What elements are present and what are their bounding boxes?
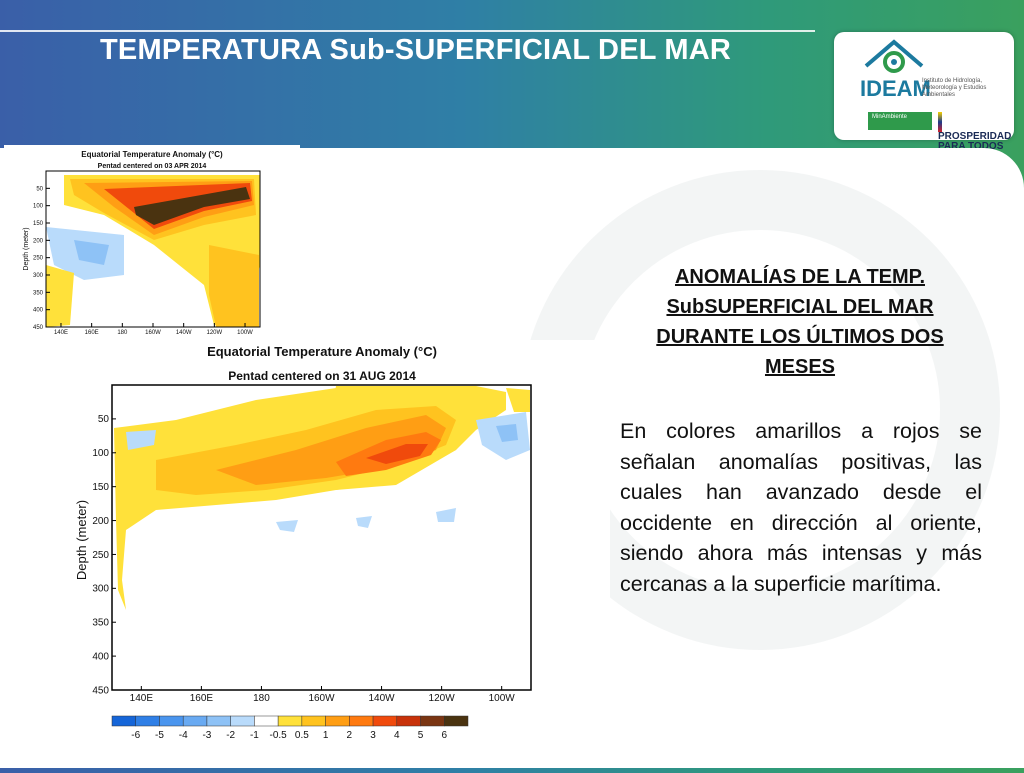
ministry-badge: MinAmbiente (868, 112, 932, 130)
colorbar-label: -1 (250, 730, 259, 741)
chart-april-svg: Equatorial Temperature Anomaly (°C) Pent… (23, 150, 261, 336)
anomaly-field (114, 386, 530, 610)
y-tick-label: 300 (33, 273, 44, 279)
y-tick-label: 450 (33, 325, 44, 331)
ideam-emblem-icon (864, 39, 924, 73)
y-tick-label: 350 (33, 290, 44, 296)
colorbar: -6 -5 -4 -3 -2 -1 -0.5 0.5 1 2 3 4 5 6 (111, 715, 469, 741)
colorbar-swatch (159, 715, 184, 727)
anomaly-field (46, 175, 260, 327)
y-tick-label: 100 (33, 204, 44, 210)
colorbar-swatch (396, 715, 421, 727)
y-tick-label: 50 (98, 414, 110, 425)
colorbar-label: 1 (323, 730, 329, 741)
slogan-line2: PARA TODOS (938, 141, 1004, 152)
y-axis-label: Depth (meter) (23, 227, 30, 270)
colorbar-label: 3 (370, 730, 376, 741)
side-body-text: En colores amarillos a rojos se señalan … (620, 419, 982, 596)
y-tick-label: 350 (92, 618, 109, 629)
y-axis-label: Depth (meter) (74, 500, 89, 580)
colorbar-label: 5 (418, 730, 424, 741)
x-tick-label: 120W (207, 330, 223, 336)
y-ticks: 50 100 150 200 250 300 350 400 450 (92, 414, 116, 696)
x-ticks: 140E 160E 180 160W 140W 120W 100W (130, 686, 516, 704)
colorbar-swatch (230, 715, 255, 727)
y-tick-label: 400 (92, 651, 109, 662)
colorbar-swatch (325, 715, 350, 727)
chart-title: Equatorial Temperature Anomaly (°C) (207, 344, 437, 359)
colorbar-label: -6 (131, 730, 140, 741)
colorbar-swatch (301, 715, 326, 727)
x-tick-label: 120W (429, 693, 456, 704)
colorbar-label: -5 (155, 730, 164, 741)
x-ticks: 140E 160E 180 160W 140W 120W 100W (54, 323, 253, 336)
x-tick-label: 100W (237, 330, 253, 336)
y-tick-label: 150 (92, 482, 109, 493)
flag-bar-icon (938, 112, 942, 132)
y-tick-label: 200 (92, 516, 109, 527)
colorbar-label: 0.5 (295, 730, 309, 741)
colorbar-swatch (444, 715, 469, 727)
colorbar-swatch (254, 715, 279, 727)
y-tick-label: 200 (33, 238, 44, 244)
x-tick-label: 140W (176, 330, 192, 336)
chart-august-svg: Equatorial Temperature Anomaly (°C) Pent… (74, 344, 532, 741)
x-tick-label: 160E (85, 330, 99, 336)
x-tick-label: 140W (368, 693, 395, 704)
colorbar-swatch (372, 715, 398, 727)
x-tick-label: 100W (489, 693, 516, 704)
y-tick-label: 150 (33, 221, 44, 227)
y-tick-label: 250 (92, 550, 109, 561)
colorbar-label: -3 (202, 730, 211, 741)
colorbar-swatch (420, 715, 445, 727)
slide-title: TEMPERATURA Sub-SUPERFICIAL DEL MAR (100, 34, 732, 66)
colorbar-swatch (135, 715, 160, 727)
colorbar-swatch (277, 715, 303, 727)
chart-august: Equatorial Temperature Anomaly (°C) Pent… (36, 340, 610, 768)
chart-title: Equatorial Temperature Anomaly (°C) (81, 150, 223, 159)
colorbar-label: 4 (394, 730, 400, 741)
colorbar-label: -2 (226, 730, 235, 741)
side-heading: ANOMALÍAS DE LA TEMP. SubSUPERFICIAL DEL… (656, 266, 944, 378)
y-tick-label: 50 (36, 186, 43, 192)
x-tick-label: 160W (308, 693, 335, 704)
y-tick-label: 250 (33, 256, 44, 262)
y-tick-label: 400 (33, 308, 44, 314)
logo-description: Instituto de Hidrología, Meteorología y … (922, 78, 987, 98)
chart-april: Equatorial Temperature Anomaly (°C) Pent… (4, 145, 300, 367)
slogan-line1: PROSPERIDAD (938, 131, 1012, 142)
y-ticks: 50 100 150 200 250 300 350 400 450 (33, 186, 50, 331)
x-tick-label: 160W (145, 330, 161, 336)
logo-box: IDEAM Instituto de Hidrología, Meteorolo… (834, 32, 1014, 152)
chart-subtitle: Pentad centered on 31 AUG 2014 (228, 369, 416, 383)
x-tick-label: 180 (117, 330, 128, 336)
logo-wordmark: IDEAM (860, 76, 931, 101)
colorbar-swatch (206, 715, 231, 727)
y-tick-label: 450 (92, 685, 109, 696)
x-tick-label: 180 (253, 693, 270, 704)
chart-subtitle: Pentad centered on 03 APR 2014 (98, 163, 207, 170)
x-tick-label: 160E (190, 693, 214, 704)
slogan-logo: PROSPERIDAD PARA TODOS (938, 112, 1014, 152)
colorbar-swatch (182, 715, 208, 727)
y-tick-label: 100 (92, 448, 109, 459)
colorbar-label: 2 (347, 730, 353, 741)
colorbar-swatch (111, 715, 136, 727)
x-tick-label: 140E (54, 330, 68, 336)
colorbar-label: 6 (441, 730, 447, 741)
y-tick-label: 300 (92, 584, 109, 595)
colorbar-label: -0.5 (270, 730, 288, 741)
colorbar-swatch (349, 715, 374, 727)
x-tick-label: 140E (130, 693, 154, 704)
colorbar-label: -4 (179, 730, 188, 741)
title-underline (0, 30, 815, 32)
